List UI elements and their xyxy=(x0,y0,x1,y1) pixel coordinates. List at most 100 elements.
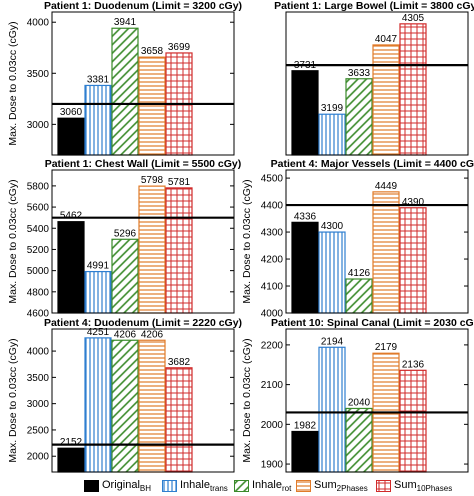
data-label: 4991 xyxy=(87,261,110,272)
legend-label: Sum2Phases xyxy=(314,478,368,494)
data-label: 3682 xyxy=(168,357,191,368)
bar-inhale-trans xyxy=(318,231,346,314)
legend-swatch-grid xyxy=(376,480,391,492)
y-axis-label: Max. Dose to 0.03cc (cGy) xyxy=(241,179,253,303)
data-label: 5798 xyxy=(141,175,164,186)
data-label: 4206 xyxy=(114,329,137,340)
bar-inhale-trans xyxy=(318,346,346,473)
panel-title: Patient 1: Duodenum (Limit = 3200 cGy) xyxy=(44,0,242,12)
bar-original-bh xyxy=(57,221,85,314)
data-label: 3699 xyxy=(168,42,191,53)
bar-sum-2phases xyxy=(372,191,400,314)
bar-sum-10phases xyxy=(165,187,193,314)
panel-title: Patient 10: Spinal Canal (Limit = 2030 c… xyxy=(271,317,474,329)
y-tick-label: 4000 xyxy=(261,309,284,320)
y-tick-label: 3000 xyxy=(27,120,50,131)
legend-swatch-diag xyxy=(234,480,249,492)
bar-inhale-trans xyxy=(318,113,346,156)
y-tick-label: 5000 xyxy=(27,266,50,277)
legend-label: Inhaletrans xyxy=(180,478,228,494)
y-tick-label: 2200 xyxy=(261,340,284,351)
axes-frame xyxy=(51,328,235,473)
y-tick-label: 2100 xyxy=(261,380,284,391)
legend-item-inhale-trans: Inhaletrans xyxy=(162,478,228,494)
bar-original-bh xyxy=(291,70,319,156)
data-label: 4305 xyxy=(402,13,425,24)
bar-inhale-rot xyxy=(111,339,139,473)
legend-label: Sum10Phases xyxy=(394,478,453,494)
data-label: 4047 xyxy=(375,34,398,45)
y-tick-label: 1900 xyxy=(261,460,284,471)
chart-panel-3: Patient 1: Chest Wall (Limit = 5500 cGy)… xyxy=(7,158,241,320)
y-tick-label: 4500 xyxy=(261,174,284,185)
bar-sum-2phases xyxy=(138,339,166,473)
data-label: 2179 xyxy=(375,342,398,353)
legend-label: Inhalerot xyxy=(252,478,292,494)
bar-inhale-trans xyxy=(84,337,112,473)
chart-panel-1: Patient 1: Duodenum (Limit = 3200 cGy) Ma… xyxy=(7,0,242,156)
panel-title: Patient 4: Duodenum (Limit = 2220 cGy) xyxy=(44,317,242,329)
data-label: 4449 xyxy=(375,181,398,192)
bar-inhale-rot xyxy=(345,78,373,156)
data-label: 3381 xyxy=(87,74,110,85)
y-tick-label: 4000 xyxy=(27,347,50,358)
legend-swatch-hlines xyxy=(296,480,311,492)
panel-title: Patient 1: Chest Wall (Limit = 5500 cGy) xyxy=(45,158,242,170)
bar-inhale-trans xyxy=(84,84,112,156)
y-tick-label: 4400 xyxy=(261,201,284,212)
chart-panel-5: Patient 4: Duodenum (Limit = 2220 cGy) Ma… xyxy=(7,317,242,473)
y-tick-label: 4600 xyxy=(27,309,50,320)
legend-label: OriginalBH xyxy=(102,478,152,494)
data-label: 5462 xyxy=(60,211,83,222)
data-label: 5781 xyxy=(168,177,191,188)
bar-inhale-rot xyxy=(345,407,373,473)
axes-frame xyxy=(51,169,235,314)
bar-original-bh xyxy=(291,221,319,314)
data-label: 4336 xyxy=(294,211,317,222)
y-tick-label: 5600 xyxy=(27,203,50,214)
bar-inhale-rot xyxy=(111,238,139,314)
axes-frame xyxy=(51,11,235,156)
data-label: 5296 xyxy=(114,228,137,239)
data-label: 4206 xyxy=(141,329,164,340)
legend-item-sum-10phases: Sum10Phases xyxy=(376,478,452,494)
chart-panel-2: Patient 1: Large Bowel (Limit = 3800 cGy… xyxy=(274,0,474,156)
data-label: 2040 xyxy=(348,397,371,408)
data-label: 4390 xyxy=(402,197,425,208)
y-tick-label: 2500 xyxy=(27,425,50,436)
chart-panel-6: Patient 10: Spinal Canal (Limit = 2030 c… xyxy=(241,317,474,473)
bar-sum-10phases xyxy=(399,369,427,473)
y-tick-label: 4100 xyxy=(261,282,284,293)
y-tick-label: 4000 xyxy=(27,18,50,29)
y-tick-label: 5800 xyxy=(27,181,50,192)
data-label: 4126 xyxy=(348,268,371,279)
y-tick-label: 3500 xyxy=(27,373,50,384)
data-label: 3633 xyxy=(348,68,371,79)
legend-swatch-vlines xyxy=(162,480,177,492)
legend-item-inhale-rot: Inhalerot xyxy=(234,478,291,494)
data-label: 4300 xyxy=(321,221,344,232)
y-axis-label: Max. Dose to 0.03cc (cGy) xyxy=(7,338,19,462)
chart-panel-4: Patient 4: Major Vessels (Limit = 4400 c… xyxy=(241,158,474,320)
bar-sum-2phases xyxy=(372,44,400,156)
y-axis-label: Max. Dose to 0.03cc (cGy) xyxy=(7,179,19,303)
y-tick-label: 5200 xyxy=(27,245,50,256)
data-label: 3060 xyxy=(60,107,83,118)
data-label: 2194 xyxy=(321,336,344,347)
data-label: 3941 xyxy=(114,17,137,28)
y-tick-label: 5400 xyxy=(27,224,50,235)
y-tick-label: 4800 xyxy=(27,287,50,298)
figure-canvas: Patient 1: Duodenum (Limit = 3200 cGy) Ma… xyxy=(7,0,474,473)
data-label: 1982 xyxy=(294,420,317,431)
panel-title: Patient 1: Large Bowel (Limit = 3800 cGy… xyxy=(274,0,474,12)
bar-inhale-trans xyxy=(84,270,112,314)
y-tick-label: 4200 xyxy=(261,255,284,266)
y-tick-label: 2000 xyxy=(261,420,284,431)
bar-original-bh xyxy=(57,117,85,156)
axes-frame xyxy=(285,11,469,156)
legend: OriginalBH Inhaletrans Inhalerot Sum2Pha… xyxy=(0,476,474,496)
bar-sum-2phases xyxy=(138,185,166,314)
bar-sum-10phases xyxy=(399,23,427,156)
y-tick-label: 3500 xyxy=(27,69,50,80)
bar-original-bh xyxy=(57,447,85,473)
